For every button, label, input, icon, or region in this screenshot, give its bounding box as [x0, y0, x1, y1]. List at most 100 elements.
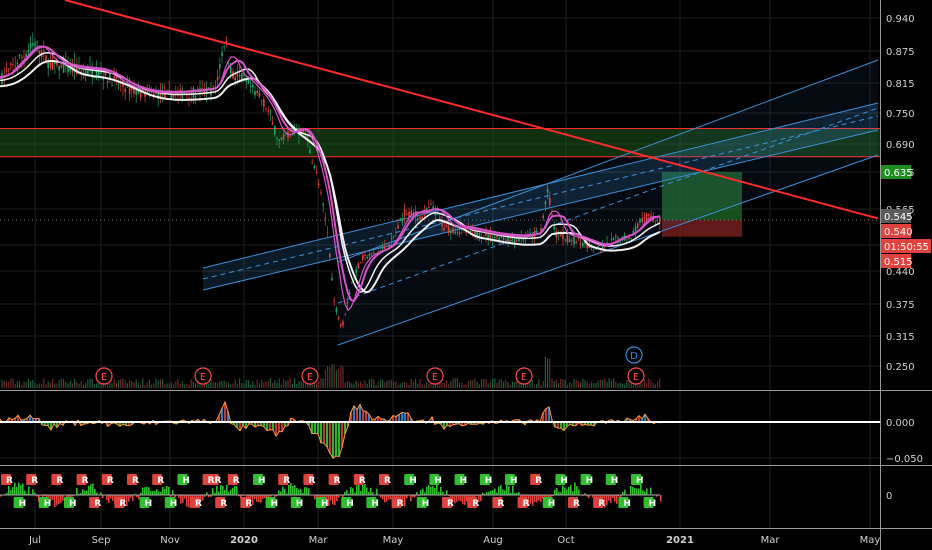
- volume-bar: [247, 379, 249, 388]
- hist-bar: [348, 493, 350, 495]
- candle-body: [417, 218, 419, 221]
- hist-bar: [566, 489, 568, 495]
- hist-bar: [334, 495, 336, 506]
- hist-bar: [456, 495, 458, 502]
- volume-bar: [461, 382, 463, 388]
- hist-bar: [106, 495, 108, 501]
- candle-body: [584, 241, 586, 244]
- hist-marker: R: [215, 497, 227, 509]
- hist-marker-bg: [13, 497, 24, 508]
- hist-bar: [618, 495, 620, 497]
- hist-bar: [414, 495, 416, 498]
- candle-body: [577, 237, 580, 239]
- candle-body: [597, 245, 599, 247]
- volume-bar: [289, 378, 291, 388]
- hist-bar: [570, 484, 572, 495]
- hist-marker-bg: [505, 474, 515, 485]
- volume-bar: [296, 383, 298, 388]
- hist-bar: [372, 492, 374, 495]
- volume-bar: [478, 384, 480, 388]
- hist-bar: [454, 495, 456, 504]
- volume-bar: [492, 378, 494, 388]
- volume-bar: [333, 364, 335, 388]
- hist-marker-label: R: [31, 476, 38, 486]
- hist-bar: [338, 495, 340, 498]
- hist-bar: [530, 495, 532, 504]
- hist-marker: H: [643, 497, 656, 509]
- hist-marker-bg: [631, 474, 641, 485]
- hist-marker: H: [64, 497, 77, 509]
- hist-bar: [390, 495, 392, 500]
- osc-tick-label: 0.000: [886, 418, 915, 429]
- hist-bar: [516, 492, 518, 495]
- hist-bar: [172, 490, 174, 495]
- volume-bar: [650, 380, 652, 388]
- volume-bar: [71, 383, 73, 388]
- volume-bar: [555, 380, 557, 388]
- candle-body: [507, 235, 509, 242]
- hist-bar: [34, 492, 36, 495]
- candle-body: [124, 88, 126, 92]
- hist-bar: [280, 491, 282, 495]
- volume-bar: [483, 378, 485, 388]
- hist-bar: [308, 488, 310, 495]
- hist-marker-label: H: [69, 499, 77, 509]
- hist-marker-label: R: [245, 499, 252, 509]
- hist-marker-label: R: [6, 476, 13, 486]
- hist-bar: [44, 495, 46, 497]
- hist-marker-label: R: [157, 476, 164, 486]
- hist-bar: [362, 485, 364, 495]
- hist-bar: [92, 483, 94, 495]
- candle-body: [465, 231, 467, 233]
- hist-bar: [614, 495, 616, 502]
- hist-marker-label: H: [271, 499, 279, 509]
- volume-bar: [192, 382, 194, 388]
- volume-bar: [118, 379, 120, 388]
- volume-bar: [146, 382, 148, 388]
- volume-bar: [342, 366, 344, 388]
- candle-body: [469, 230, 472, 233]
- hist-bar: [452, 495, 454, 502]
- candle-body: [188, 97, 190, 99]
- earnings-circle: [515, 367, 533, 385]
- candle-body: [201, 88, 203, 89]
- candle-body: [522, 238, 525, 241]
- x-axis[interactable]: Jul Sep Nov 2020 Mar May Aug Oct 2021 Mar May: [28, 535, 880, 546]
- volume-bar: [327, 366, 329, 388]
- hist-bar: [262, 495, 264, 500]
- volume-bar: [25, 382, 27, 388]
- hist-bar: [492, 490, 494, 495]
- hist-marker-label: R: [447, 499, 454, 509]
- earnings-markers[interactable]: E E E E E ED: [95, 346, 645, 385]
- candle-body: [29, 43, 32, 49]
- hist-bar: [252, 495, 254, 505]
- candle-body: [421, 216, 423, 219]
- hist-bar: [184, 495, 186, 499]
- volume-bar: [225, 382, 227, 388]
- candle-body: [320, 192, 322, 194]
- volume-bar: [426, 382, 428, 388]
- candle-body: [403, 209, 406, 217]
- candle-body: [172, 94, 175, 98]
- hist-marker-bg: [76, 474, 87, 485]
- hist-bar: [572, 491, 574, 495]
- volume-bar: [467, 380, 469, 388]
- volume-bar: [173, 384, 175, 388]
- candle-body: [133, 86, 135, 94]
- hist-marker: H: [265, 497, 279, 509]
- volume-bar: [371, 378, 373, 388]
- volume-bar: [107, 381, 109, 388]
- volume-bar: [109, 382, 111, 388]
- x-tick-label: Nov: [160, 535, 180, 546]
- volume-bar: [423, 384, 425, 388]
- volume-bar: [76, 381, 78, 388]
- hist-bar: [178, 495, 180, 498]
- hist-bar: [376, 488, 378, 495]
- volume-bar: [384, 382, 386, 388]
- hist-marker: H: [404, 474, 417, 486]
- hist-bar: [146, 486, 148, 495]
- hist-marker-bg: [442, 497, 452, 508]
- hist-marker: H: [479, 474, 492, 486]
- volume-bar: [544, 356, 546, 388]
